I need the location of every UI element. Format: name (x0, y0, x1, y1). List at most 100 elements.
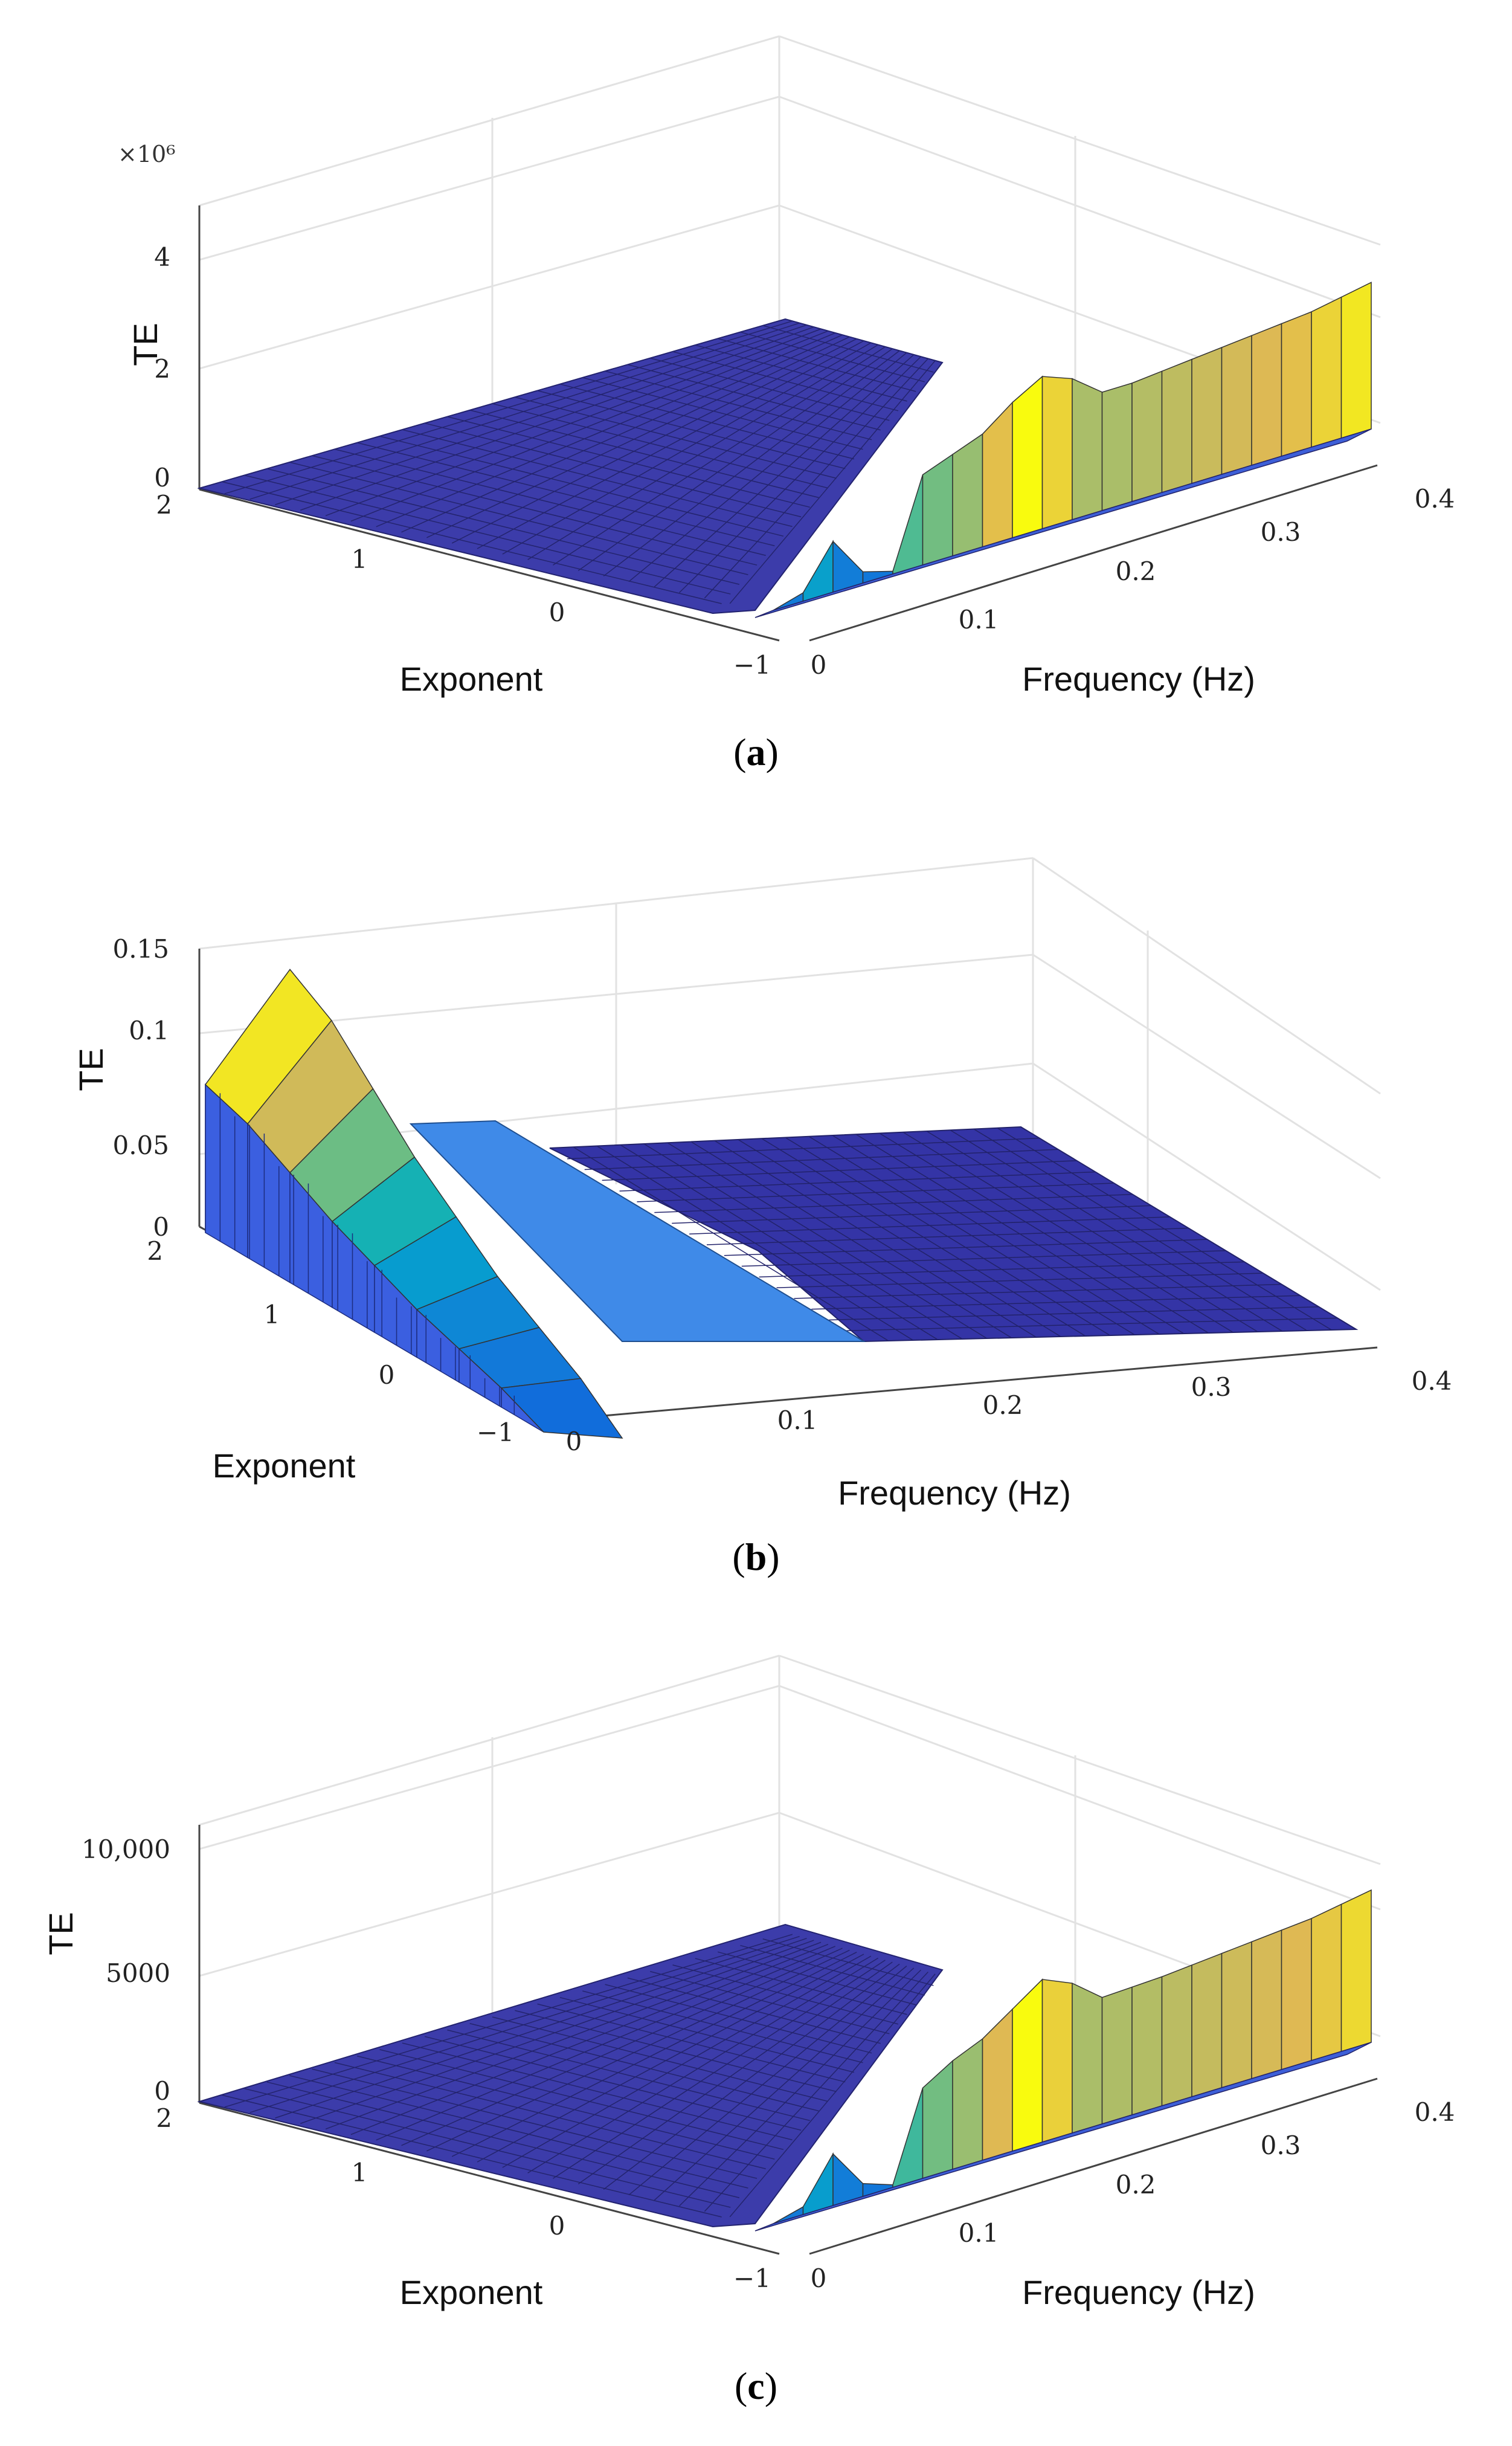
panel-b-chart: 0 0.05 0.1 0.15 2 1 0 −1 0 0.1 0.2 0.3 0… (72, 857, 1452, 1512)
panel-b-x-tick-4: 0.4 (1412, 1366, 1452, 1396)
panel-a-x-label: Frequency (Hz) (1022, 660, 1255, 698)
surface-grid-line (447, 2029, 810, 2122)
surface-grid-line (266, 468, 740, 585)
panel-a-flat-surface (197, 318, 944, 615)
panel-b-z-label: TE (72, 1048, 110, 1091)
surface-grid-line (426, 336, 850, 538)
wall-segment (1131, 1976, 1163, 2116)
surface-grid-line (426, 1949, 850, 2152)
panel-c-y-tick-0: 2 (156, 2103, 172, 2133)
wall-segment (982, 2008, 1013, 2161)
surface-grid-line (515, 2010, 837, 2093)
surface-grid-line (762, 1938, 934, 1986)
wall-base-strip (754, 428, 1372, 618)
wall-segment (1311, 296, 1342, 448)
surface-grid-line (289, 2075, 748, 2189)
surface-grid-line (477, 1954, 864, 2163)
panel-a-z-tick-2: 4 (154, 242, 170, 272)
panel-a-x-tick-1: 0.1 (959, 605, 999, 634)
panel-a-z-label: TE (126, 323, 164, 366)
surface-grid-line (679, 356, 922, 593)
surface-grid-line (222, 2094, 722, 2218)
wall-segment (1041, 376, 1073, 530)
surface-grid-line (350, 330, 829, 522)
wall-segment (1101, 1986, 1133, 2125)
panel-c-x-tick-4: 0.4 (1415, 2097, 1455, 2127)
panel-c-z-tick-2: 10,000 (82, 1834, 170, 1864)
surface-grid-line (222, 481, 722, 604)
surface-grid-line (628, 352, 907, 582)
surface-grid-line (762, 325, 934, 373)
surface-grid-line (649, 1970, 890, 2035)
panel-a-back-grid (198, 35, 1381, 489)
surface-grid-line (679, 1969, 922, 2207)
surface-grid-line (401, 334, 843, 533)
panel-c-chart: 0 5000 10,000 2 1 0 −1 0 0.1 0.2 0.3 0.4… (42, 1654, 1455, 2311)
wall-segment (952, 2038, 983, 2170)
surface-grid-line (492, 403, 828, 489)
surface-grid-line (527, 1957, 879, 2173)
surface-grid-line (729, 360, 936, 604)
panel-a-x-ticks: 0 0.1 0.2 0.3 0.4 (811, 484, 1455, 680)
panel-c-y-tick-2: 0 (549, 2211, 565, 2241)
surface-grid-line (695, 1958, 907, 2015)
panel-b-x-label: Frequency (Hz) (838, 1474, 1071, 1512)
panel-b-caption: (b) (732, 1535, 780, 1578)
panel-c-flat-surface (197, 1923, 944, 2228)
panel-c-x-ticks: 0 0.1 0.2 0.3 0.4 (811, 2097, 1455, 2293)
wall-segment (1340, 1889, 1372, 2053)
wall-segment (952, 433, 983, 557)
panel-c-surface-grid (222, 1934, 936, 2218)
surface-grid-line (249, 322, 800, 500)
panel-b-y-tick-2: 0 (379, 1360, 395, 1390)
surface-grid-line (447, 416, 810, 508)
surface-grid-line (325, 328, 822, 517)
panel-c-y-tick-3: −1 (733, 2264, 771, 2293)
wall-segment (1281, 311, 1312, 457)
surface-grid-line (350, 1943, 829, 2135)
surface-grid-line (537, 2003, 846, 2083)
wall-segment (892, 2088, 924, 2189)
panel-c-y-ticks: 2 1 0 −1 (156, 2103, 771, 2293)
wall-segment (1131, 370, 1163, 503)
surface-grid-line (717, 1951, 916, 2006)
surface-grid-line (469, 410, 819, 499)
surface-grid-line (628, 1966, 907, 2196)
surface-grid-line (740, 1944, 925, 1996)
surface-grid-line (584, 1149, 1058, 1170)
wall-segment (1251, 1929, 1282, 2080)
surface-grid-line (654, 354, 915, 588)
panel-c-z-ticks: 0 5000 10,000 (82, 1834, 170, 2106)
surface-grid-line (402, 2042, 793, 2141)
surface-grid-line (706, 1227, 1189, 1245)
panel-a-z-tick-0: 0 (154, 463, 170, 492)
ridge-top-segment (500, 1378, 623, 1439)
panel-c-z-tick-0: 0 (154, 2076, 170, 2106)
surface-grid-line (249, 1935, 800, 2113)
surface-grid-line (776, 1273, 1263, 1288)
wall-segment (1281, 1917, 1312, 2071)
surface-grid-line (704, 1971, 928, 2212)
wall-segment (1072, 378, 1103, 521)
panel-a-y-tick-1: 1 (352, 544, 368, 574)
surface-grid-line (477, 340, 864, 549)
wall-segment (922, 453, 953, 566)
surface-grid-line (740, 331, 925, 382)
surface-grid-line (451, 1952, 857, 2157)
surface-grid-line (741, 1250, 1226, 1267)
surface-grid-line (654, 1193, 1133, 1213)
wall-segment (1221, 335, 1252, 476)
surface-grid-line (289, 462, 748, 575)
surface-grid-line (672, 1205, 1151, 1224)
surface-grid-line (717, 338, 916, 392)
panel-b-y-label: Exponent (213, 1447, 356, 1485)
surface-grid-line (627, 1977, 881, 2044)
surface-grid-line (275, 1938, 807, 2118)
panel-a-z-tick-1: 2 (154, 354, 170, 384)
surface-grid-line (379, 2049, 784, 2151)
wall-segment (1041, 1978, 1073, 2143)
wall-base-strip (754, 2042, 1372, 2231)
panel-a-z-ticks: 0 2 4 ×10⁶ (118, 141, 175, 492)
surface-grid-line (424, 2036, 802, 2131)
panel-a-y-tick-0: 2 (156, 490, 172, 520)
